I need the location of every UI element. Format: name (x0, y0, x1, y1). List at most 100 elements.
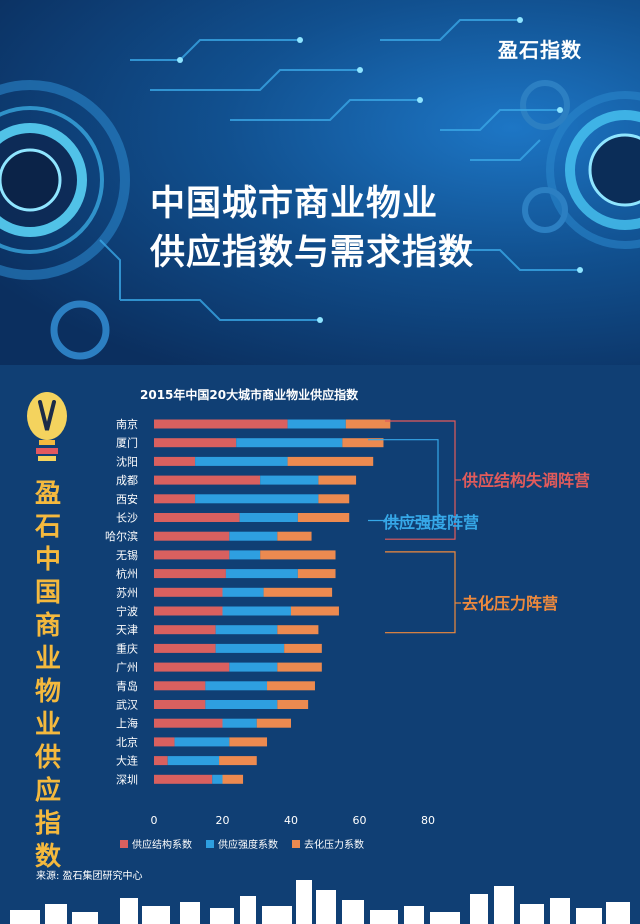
bar-segment-structure (154, 606, 223, 616)
bar-segment-pressure (277, 662, 322, 672)
title-line-2: 供应指数与需求指数 (150, 233, 475, 273)
city-label: 北京 (116, 735, 138, 749)
vertical-char: 商 (34, 611, 61, 641)
bar-segment-pressure (318, 475, 357, 485)
legend-label: 供应强度系数 (218, 840, 278, 851)
vertical-char: 数 (34, 842, 61, 872)
city-label: 西安 (116, 492, 138, 506)
bar-segment-pressure (229, 737, 268, 747)
city-label: 长沙 (116, 512, 138, 525)
bar-segment-pressure (263, 587, 333, 597)
vertical-char: 业 (34, 644, 61, 674)
bar-segment-structure (154, 587, 223, 597)
bar-segment-structure (154, 494, 196, 504)
group-label: 供应结构失调阵营 (461, 471, 590, 490)
bar-segment-structure (154, 700, 206, 709)
vertical-char: 指 (34, 809, 61, 839)
vertical-char: 供 (34, 743, 61, 773)
vertical-title: 盈 石 中 国 商 业 物 业 供 应 指 数 (33, 478, 63, 874)
city-label: 深圳 (116, 773, 138, 786)
chart-title: 2015年中国20大城市商业物业供应指数 (140, 388, 359, 402)
bar-segment-intensity (225, 569, 298, 579)
bar-segment-intensity (222, 587, 264, 597)
city-label: 无锡 (116, 548, 138, 562)
city-label: 杭州 (116, 567, 138, 581)
bar-segment-pressure (284, 643, 322, 653)
x-tick-label: 60 (353, 814, 367, 827)
lightbulb-icon (27, 392, 67, 461)
header-banner: 盈石指数 中国城市商业物业 供应指数与需求指数 (0, 0, 640, 365)
bar-segment-pressure (277, 700, 309, 709)
page-title: 中国城市商业物业 供应指数与需求指数 (150, 180, 570, 278)
vertical-char: 应 (34, 776, 61, 806)
bar-segment-intensity (212, 774, 223, 784)
legend-swatch-intensity (206, 839, 214, 848)
bar-segment-pressure (256, 718, 291, 728)
bar-segment-structure (154, 419, 288, 429)
bar-segment-pressure (345, 419, 391, 429)
bar-segment-pressure (219, 756, 257, 766)
legend-item-structure: 供应结构系数 (120, 836, 192, 851)
bar-segment-structure (154, 662, 230, 672)
bar-segment-intensity (287, 419, 346, 429)
city-label: 厦门 (116, 436, 138, 450)
bar-segment-intensity (229, 531, 278, 541)
city-label: 青岛 (116, 679, 138, 693)
bar-segment-intensity (215, 643, 285, 653)
bar-segment-intensity (205, 681, 268, 691)
bar-segment-intensity (205, 700, 278, 709)
bar-segment-intensity (195, 494, 319, 504)
bar-segment-intensity (229, 662, 278, 672)
bar-segment-intensity (167, 756, 220, 766)
x-tick-label: 20 (216, 814, 230, 827)
city-label: 大连 (116, 754, 138, 768)
bar-segment-structure (154, 756, 168, 766)
city-label: 上海 (116, 716, 138, 730)
bar-segment-structure (154, 456, 196, 466)
legend-item-pressure: 去化压力系数 (292, 836, 364, 851)
brand-name: 盈石指数 (498, 38, 582, 62)
bar-segment-intensity (260, 475, 319, 485)
bar-segment-structure (154, 643, 216, 653)
bar-segment-pressure (318, 494, 350, 504)
bar-segment-pressure (342, 438, 384, 448)
bar-segment-structure (154, 438, 237, 448)
bar-segment-intensity (195, 456, 288, 466)
chart-legend: 供应结构系数 供应强度系数 去化压力系数 (120, 836, 440, 851)
x-tick-label: 0 (151, 814, 158, 827)
bar-segment-pressure (277, 531, 312, 541)
stacked-bar-chart: 南京厦门沈阳成都西安长沙哈尔滨无锡杭州苏州宁波天津重庆广州青岛武汉上海北京大连深… (105, 417, 590, 827)
bar-segment-intensity (222, 718, 257, 728)
city-label: 沈阳 (116, 454, 138, 468)
bar-segment-structure (154, 475, 261, 485)
group-label: 去化压力阵营 (462, 594, 558, 613)
bar-segment-pressure (277, 625, 319, 635)
city-label: 南京 (116, 417, 138, 431)
legend-label: 去化压力系数 (304, 840, 364, 851)
bar-segment-pressure (297, 513, 350, 522)
bar-segment-structure (154, 774, 213, 784)
bar-segment-intensity (229, 550, 261, 560)
bar-segment-intensity (236, 438, 343, 448)
vertical-char: 国 (34, 578, 61, 608)
bar-segment-structure (154, 569, 226, 579)
group-label: 供应强度阵营 (382, 513, 479, 532)
bar-segment-intensity (239, 513, 298, 522)
x-tick-label: 40 (284, 814, 298, 827)
group-bracket (385, 551, 456, 634)
bar-segment-structure (154, 550, 230, 560)
x-tick-label: 80 (421, 814, 435, 827)
bar-segment-pressure (291, 606, 339, 616)
source-note: 来源: 盈石集团研究中心 (36, 871, 143, 882)
bar-segment-structure (154, 531, 230, 541)
bar-segment-structure (154, 513, 240, 522)
city-label: 天津 (116, 624, 138, 637)
vertical-char: 业 (34, 710, 61, 740)
vertical-char: 物 (34, 677, 61, 707)
bar-segment-pressure (267, 681, 315, 691)
bar-segment-pressure (260, 550, 336, 560)
bar-segment-intensity (215, 625, 278, 635)
legend-swatch-pressure (292, 839, 300, 848)
title-line-1: 中国城市商业物业 (150, 184, 439, 224)
city-label: 广州 (116, 661, 138, 674)
